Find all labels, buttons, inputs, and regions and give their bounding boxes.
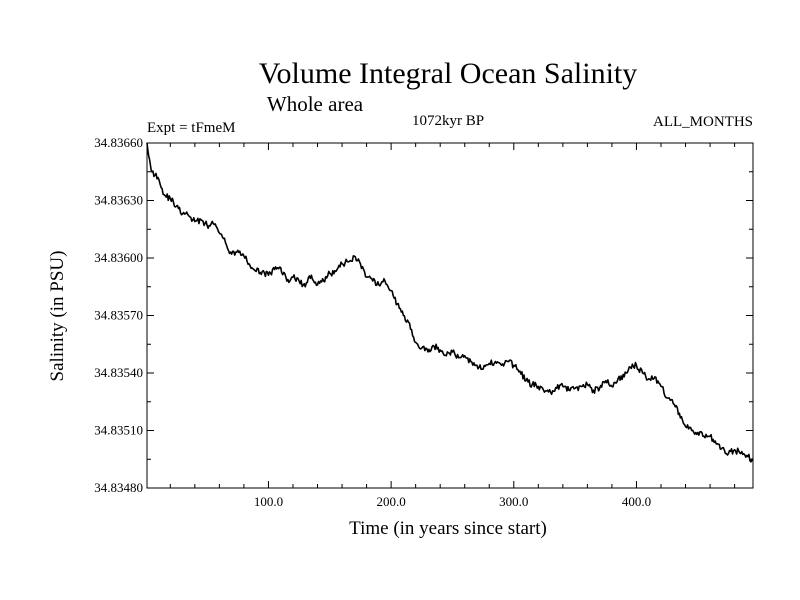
- y-tick-label: 34.83510: [94, 423, 143, 438]
- chart-subtitle: Whole area: [267, 92, 364, 116]
- chart-title: Volume Integral Ocean Salinity: [259, 57, 638, 90]
- x-tick-label: 200.0: [376, 494, 405, 509]
- y-tick-label: 34.83570: [94, 308, 143, 323]
- y-tick-label: 34.83600: [94, 250, 143, 265]
- x-axis: 100.0 200.0 300.0 400.0: [169, 143, 736, 509]
- y-axis-label: Salinity (in PSU): [47, 251, 68, 382]
- y-tick-label: 34.83630: [94, 193, 143, 208]
- y-tick-label: 34.83660: [94, 135, 143, 150]
- y-tick-label: 34.83540: [94, 365, 143, 380]
- period-label: 1072kyr BP: [412, 113, 484, 129]
- y-tick-label: 34.83480: [94, 480, 143, 495]
- x-tick-label: 400.0: [622, 494, 651, 509]
- months-label: ALL_MONTHS: [653, 114, 753, 130]
- y-axis: 34.83480 34.83510 34.83540 34.83570 34.83600…: [94, 135, 753, 495]
- x-tick-label: 300.0: [499, 494, 528, 509]
- x-axis-label: Time (in years since start): [349, 518, 547, 539]
- plot-frame: [146, 142, 754, 489]
- salinity-series-line: [146, 142, 754, 463]
- x-tick-label: 100.0: [254, 494, 283, 509]
- experiment-label: Expt = tFmeM: [147, 120, 235, 136]
